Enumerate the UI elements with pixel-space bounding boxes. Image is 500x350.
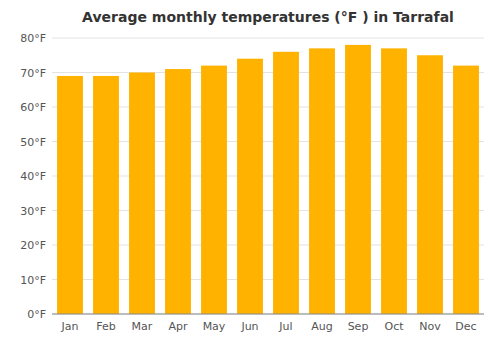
- bar: [381, 48, 407, 314]
- chart-svg: Average monthly temperatures (°F ) in Ta…: [0, 0, 500, 350]
- y-tick-label: 40°F: [20, 170, 46, 183]
- x-tick-label: Jan: [61, 320, 79, 333]
- grid: [52, 38, 484, 314]
- bar: [309, 48, 335, 314]
- bar: [453, 66, 479, 314]
- y-tick-label: 30°F: [20, 205, 46, 218]
- y-tick-label: 50°F: [20, 136, 46, 149]
- y-tick-label: 70°F: [20, 67, 46, 80]
- chart-container: Average monthly temperatures (°F ) in Ta…: [0, 0, 500, 350]
- bar: [129, 73, 155, 315]
- x-tick-label: Feb: [96, 320, 115, 333]
- bar: [417, 55, 443, 314]
- x-tick-label: Oct: [384, 320, 404, 333]
- grid-line: [52, 314, 484, 315]
- chart-title: Average monthly temperatures (°F ) in Ta…: [82, 9, 454, 25]
- y-tick-label: 60°F: [20, 101, 46, 114]
- y-tick-label: 80°F: [20, 32, 46, 45]
- y-axis: 0°F 10°F 20°F 30°F 40°F 50°F 60°F 70°F 80°F: [20, 32, 46, 321]
- y-tick-label: 0°F: [27, 308, 46, 321]
- y-tick-label: 20°F: [20, 239, 46, 252]
- x-axis-line: [52, 314, 484, 315]
- grid-line: [52, 38, 484, 39]
- bar: [57, 76, 83, 314]
- bars: [57, 45, 479, 314]
- bar: [273, 52, 299, 314]
- x-tick-label: Aug: [311, 320, 332, 333]
- bar: [237, 59, 263, 314]
- y-tick-label: 10°F: [20, 274, 46, 287]
- bar: [165, 69, 191, 314]
- x-tick-label: Mar: [132, 320, 153, 333]
- bar: [345, 45, 371, 314]
- x-tick-label: Jun: [240, 320, 258, 333]
- bar: [93, 76, 119, 314]
- x-tick-label: Apr: [168, 320, 188, 333]
- x-tick-label: Jul: [278, 320, 292, 333]
- x-axis: Jan Feb Mar Apr May Jun Jul Aug Sep Oct Nov Dec: [61, 320, 477, 333]
- x-tick-label: May: [203, 320, 226, 333]
- bar: [201, 66, 227, 314]
- x-tick-label: Dec: [455, 320, 476, 333]
- x-tick-label: Sep: [348, 320, 369, 333]
- x-tick-label: Nov: [419, 320, 441, 333]
